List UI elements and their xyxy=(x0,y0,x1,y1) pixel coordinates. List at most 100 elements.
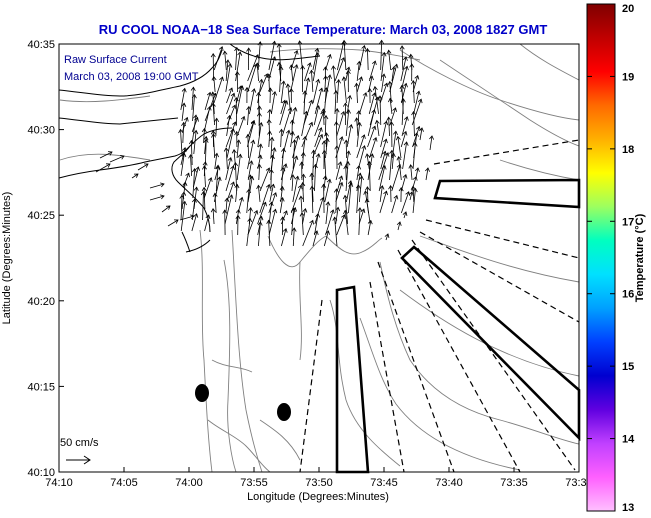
current-arrow xyxy=(396,155,402,181)
current-arrow xyxy=(321,183,327,214)
current-arrow xyxy=(300,65,306,93)
current-arrow xyxy=(400,130,408,148)
lane-line xyxy=(397,249,521,473)
current-arrow xyxy=(314,87,324,115)
current-arrow xyxy=(367,219,373,236)
current-arrow xyxy=(290,174,296,192)
current-arrow xyxy=(386,49,392,71)
colorbar-tick-label: 16 xyxy=(622,289,634,301)
current-arrow xyxy=(247,175,255,203)
colorbar-tick-label: 13 xyxy=(622,502,634,514)
current-arrow xyxy=(297,40,303,71)
current-arrow xyxy=(246,47,252,71)
current-arrow xyxy=(226,92,236,115)
current-arrow xyxy=(365,153,370,170)
current-arrow xyxy=(410,80,416,104)
y-tick-label: 40:25 xyxy=(27,210,55,222)
current-arrow xyxy=(193,166,201,188)
current-arrow xyxy=(356,164,362,181)
current-arrow xyxy=(280,80,286,104)
current-arrow xyxy=(257,221,263,247)
x-tick-label: 73:40 xyxy=(435,477,463,489)
current-arrow xyxy=(289,119,295,137)
current-arrow xyxy=(191,168,197,199)
current-arrow xyxy=(412,187,418,214)
current-arrow xyxy=(257,121,264,148)
current-arrow xyxy=(234,130,240,148)
current-arrow xyxy=(389,121,395,148)
current-arrow xyxy=(315,153,321,170)
contour-line xyxy=(419,235,580,283)
current-arrow xyxy=(365,47,371,71)
current-arrow xyxy=(391,194,399,214)
current-arrow xyxy=(324,137,330,159)
current-arrow xyxy=(203,138,209,166)
current-arrow xyxy=(290,155,299,181)
current-arrow xyxy=(389,63,399,93)
current-arrow xyxy=(235,214,241,236)
current-arrow xyxy=(247,54,260,82)
current-arrow xyxy=(369,136,378,159)
current-arrow xyxy=(233,96,239,126)
marker-dot xyxy=(277,403,291,421)
current-arrow xyxy=(279,197,285,214)
current-arrow xyxy=(257,201,267,225)
current-arrow xyxy=(391,130,398,159)
coastline-bay xyxy=(58,117,179,125)
current-arrow xyxy=(236,153,243,181)
colorbar-tick-label: 17 xyxy=(622,216,634,228)
current-arrow xyxy=(292,175,300,203)
current-arrow xyxy=(109,154,125,163)
lane-line xyxy=(419,231,580,323)
current-arrow xyxy=(256,184,262,203)
current-arrow xyxy=(257,143,263,159)
current-arrow xyxy=(225,121,237,148)
current-arrow xyxy=(343,209,349,236)
current-arrow xyxy=(386,116,392,137)
current-arrow xyxy=(323,114,329,137)
current-arrow xyxy=(302,219,314,247)
colorbar-ticks: 20 19 18 17 16 15 14 13 xyxy=(587,3,635,514)
current-arrow xyxy=(309,185,315,214)
current-arrow xyxy=(355,184,361,214)
current-arrow xyxy=(181,102,187,122)
current-arrow xyxy=(278,65,284,93)
current-arrow xyxy=(312,52,320,82)
current-arrow xyxy=(291,227,297,247)
colorbar xyxy=(586,3,616,512)
current-arrow xyxy=(359,92,368,115)
y-tick-label: 40:15 xyxy=(27,381,55,393)
current-arrow xyxy=(292,139,297,170)
lane-line xyxy=(299,299,323,473)
current-arrow xyxy=(378,152,390,181)
x-axis: 74:10 74:05 74:00 73:55 73:50 73:45 73:40 73:35… xyxy=(45,467,593,489)
current-arrow xyxy=(161,205,171,213)
current-arrow xyxy=(356,110,362,126)
current-arrow xyxy=(381,73,387,93)
contour-line xyxy=(379,261,580,445)
current-arrow xyxy=(356,172,363,192)
current-arrow xyxy=(222,209,228,236)
current-arrow xyxy=(401,116,409,137)
current-arrow xyxy=(266,219,272,247)
current-arrow xyxy=(202,165,207,188)
current-arrow xyxy=(357,207,363,236)
contour-line xyxy=(359,317,521,471)
current-arrow xyxy=(365,186,370,203)
current-arrow xyxy=(213,46,224,71)
current-arrow xyxy=(304,62,312,82)
current-arrow xyxy=(402,211,408,219)
current-arrow xyxy=(345,66,351,82)
current-arrow xyxy=(191,213,199,232)
current-arrow xyxy=(356,134,366,159)
current-arrow xyxy=(289,130,295,148)
current-arrow xyxy=(190,86,196,111)
map-title: RU COOL NOAA−18 Sea Surface Temperature:… xyxy=(99,22,548,37)
current-arrow xyxy=(210,91,216,115)
current-arrow xyxy=(343,164,349,181)
coastline-inlet-2 xyxy=(185,239,211,253)
current-arrow xyxy=(374,119,380,137)
current-arrow xyxy=(322,175,328,192)
current-arrow xyxy=(257,215,264,236)
current-arrow xyxy=(235,51,243,82)
